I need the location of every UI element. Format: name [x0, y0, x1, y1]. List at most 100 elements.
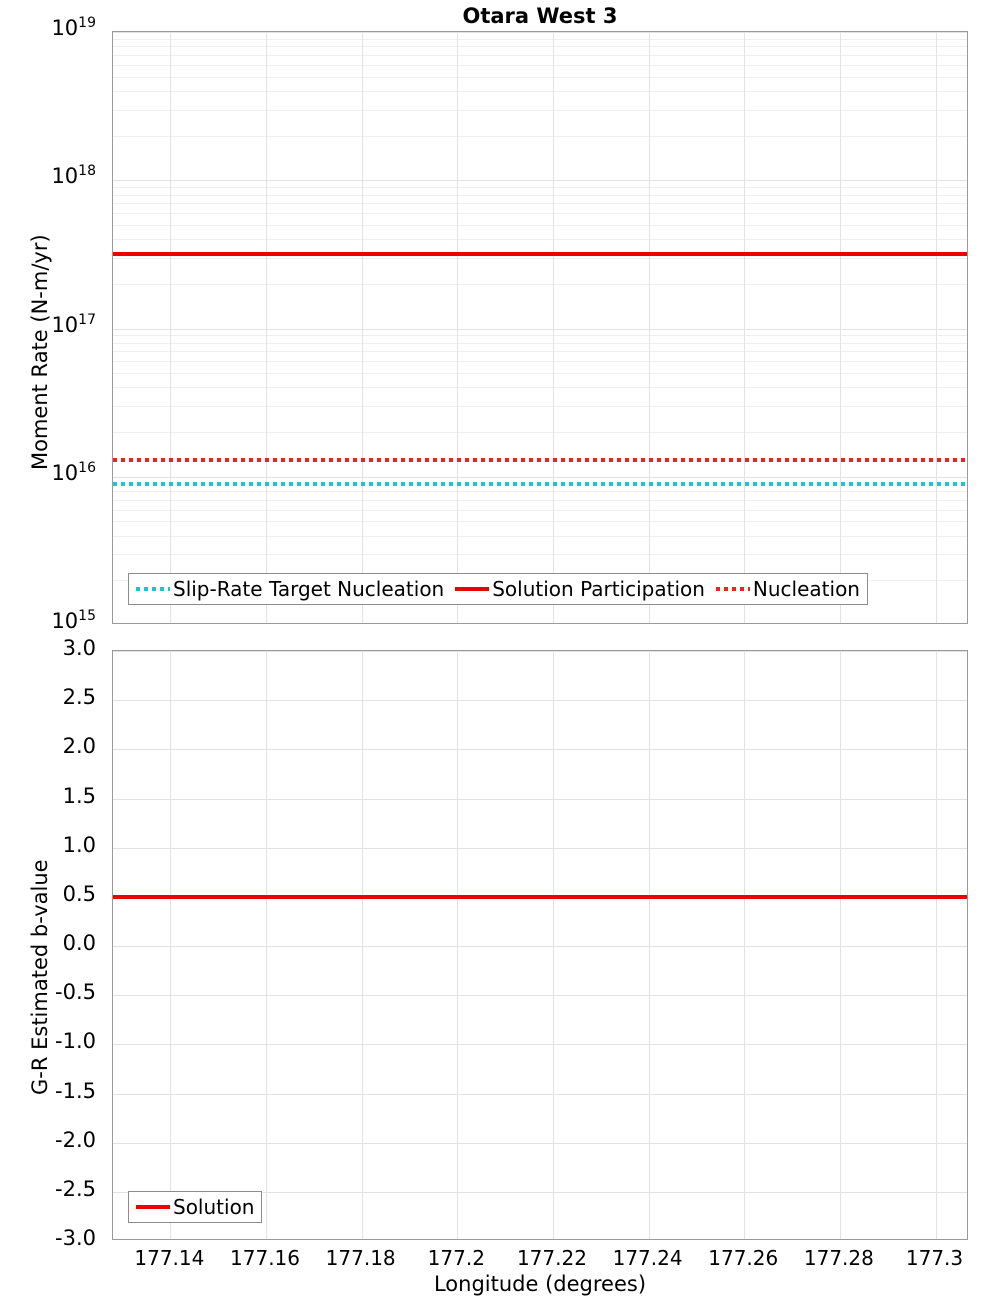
- gridline: [648, 32, 650, 623]
- gridline: [113, 328, 967, 330]
- gridline: [113, 203, 967, 205]
- gridline: [113, 180, 967, 182]
- y-tick-label: 1015: [51, 609, 96, 633]
- gridline: [113, 213, 967, 215]
- series-line-solution: [113, 894, 967, 899]
- ytick-exponent: 15: [78, 608, 96, 624]
- gridline: [839, 651, 841, 1239]
- x-tick-label: 177.3: [905, 1246, 964, 1270]
- gridline: [113, 194, 967, 196]
- gridline: [113, 476, 967, 478]
- gridline: [113, 1044, 967, 1046]
- ytick-exponent: 19: [78, 15, 96, 31]
- y-tick-label: 2.5: [62, 685, 96, 710]
- x-axis-label: Longitude (degrees): [433, 1272, 647, 1296]
- legend-label: Nucleation: [752, 577, 860, 601]
- gridline: [113, 257, 967, 259]
- gridline: [113, 335, 967, 337]
- x-tick-label: 177.22: [516, 1246, 587, 1270]
- gridline: [113, 373, 967, 375]
- x-tick-label: 177.16: [230, 1246, 301, 1270]
- gridline: [113, 32, 967, 33]
- y-tick-label: 1017: [51, 313, 96, 337]
- gridline: [113, 535, 967, 537]
- legend-label: Solution: [173, 1195, 255, 1219]
- gridline: [552, 32, 554, 623]
- gridline: [113, 499, 967, 501]
- gridline: [113, 76, 967, 78]
- y-tick-label: -1.0: [55, 1029, 96, 1054]
- x-tick-label: 177.26: [708, 1246, 779, 1270]
- gridline: [113, 64, 967, 66]
- y-axis-ticks-top: 1019 1018 1017 1016 1015: [0, 16, 104, 633]
- gridline: [935, 32, 937, 623]
- gridline: [457, 32, 459, 623]
- gridline: [113, 387, 967, 389]
- ytick-mantissa: 10: [51, 312, 79, 337]
- gridline: [935, 651, 937, 1239]
- gridline: [361, 32, 363, 623]
- ytick-mantissa: 10: [51, 460, 79, 485]
- gridline: [113, 491, 967, 493]
- gridline: [361, 651, 363, 1239]
- gridline: [113, 432, 967, 434]
- data-series-top: [113, 32, 967, 623]
- gridline: [266, 651, 268, 1239]
- gridline: [113, 946, 967, 947]
- series-line-solution-participation: [113, 251, 967, 256]
- gridline: [113, 995, 967, 997]
- gridline: [113, 651, 967, 652]
- gridline: [113, 239, 967, 241]
- line-swatch-icon: [715, 587, 750, 591]
- ytick-exponent: 17: [78, 311, 96, 328]
- line-swatch-icon: [136, 1205, 170, 1209]
- gridline: [113, 109, 967, 111]
- chart-title: Otara West 3: [462, 4, 618, 28]
- legend-entry-slip-rate-target-nucleation: Slip-Rate Target Nucleation: [136, 577, 444, 601]
- y-tick-label: 1018: [51, 164, 96, 188]
- gridline: [648, 651, 650, 1239]
- legend-top: Slip-Rate Target Nucleation Solution Par…: [128, 573, 868, 605]
- y-tick-label: -2.5: [55, 1176, 96, 1201]
- gridline: [113, 351, 967, 353]
- x-tick-label: 177.24: [612, 1246, 683, 1270]
- series-line-nucleation: [113, 457, 967, 462]
- x-tick-label: 177.28: [803, 1246, 874, 1270]
- ytick-mantissa: 10: [51, 164, 79, 189]
- y-tick-label: 0.0: [62, 931, 96, 955]
- y-tick-label: 1019: [51, 16, 96, 40]
- gridline: [113, 406, 967, 408]
- legend-label: Solution Participation: [492, 577, 705, 601]
- y-tick-label: 1.5: [62, 783, 96, 808]
- gridline: [113, 749, 967, 751]
- ytick-mantissa: 10: [51, 16, 79, 40]
- y-tick-label: -0.5: [55, 980, 96, 1005]
- moment-rate-plot-area: [112, 31, 968, 624]
- gridline: [113, 1191, 967, 1193]
- gridline: [170, 32, 172, 623]
- gridline: [113, 283, 967, 285]
- y-axis-label-bottom: G-R Estimated b-value: [28, 859, 52, 1095]
- x-axis-ticks: 177.14 177.16 177.18 177.2 177.22 177.24 177.2…: [0, 1246, 1000, 1276]
- legend-entry-solution: Solution: [136, 1195, 254, 1219]
- gridline: [113, 38, 967, 40]
- line-swatch-icon: [455, 587, 490, 591]
- gridline: [839, 32, 841, 623]
- legend-entry-nucleation: Nucleation: [715, 577, 860, 601]
- gridline: [113, 46, 967, 48]
- gridline: [113, 224, 967, 226]
- gridline: [113, 521, 967, 523]
- x-tick-label: 177.14: [134, 1246, 205, 1270]
- gridline: [113, 509, 967, 511]
- b-value-plot-area: [112, 650, 968, 1240]
- legend-label: Slip-Rate Target Nucleation: [173, 577, 445, 601]
- data-series-bottom: [113, 651, 967, 1239]
- gridline: [457, 651, 459, 1239]
- gridline: [170, 651, 172, 1239]
- legend-entry-solution-participation: Solution Participation: [455, 577, 705, 601]
- grid-lines-top: [113, 32, 967, 623]
- ytick-mantissa: 10: [51, 609, 79, 633]
- y-axis-ticks-bottom: 3.0 2.5 2.0 1.5 1.0 0.5 0.0 -0.5 -1.0 -1.5 -2.0 -2.…: [0, 636, 104, 1250]
- y-tick-label: 1.0: [62, 832, 96, 857]
